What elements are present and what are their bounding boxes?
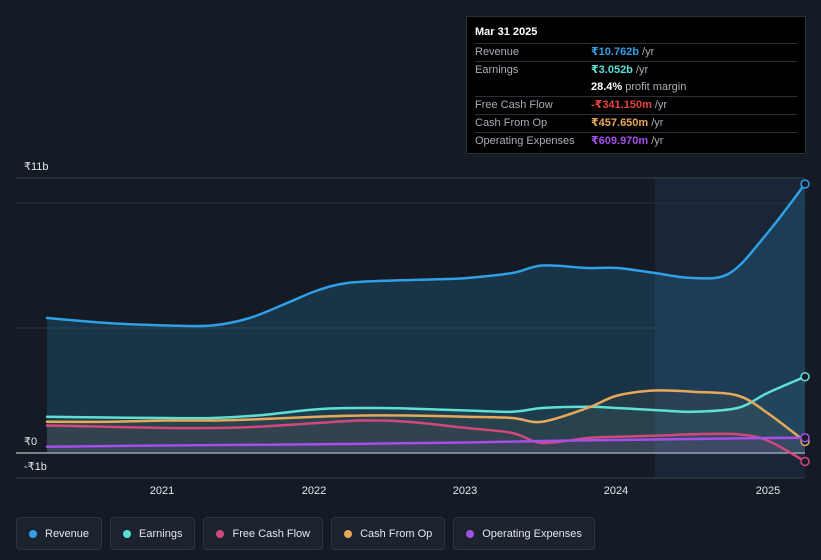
series-endpoint-earnings	[800, 372, 810, 382]
tooltip-label: Revenue	[475, 46, 520, 58]
chart-legend: Revenue Earnings Free Cash Flow Cash Fro…	[16, 517, 595, 550]
x-tick-label-2024: 2024	[603, 485, 629, 497]
tooltip-unit: /yr	[654, 99, 668, 111]
series-endpoint-operating-expenses	[800, 433, 810, 443]
legend-item-operating-expenses[interactable]: Operating Expenses	[453, 517, 595, 550]
tooltip-row-fcf: Free Cash Flow -₹341.150m /yr	[475, 96, 797, 114]
x-tick-label-2021: 2021	[149, 485, 175, 497]
tooltip-unit: /yr	[642, 46, 655, 58]
tooltip-row-earnings: Earnings ₹3.052b /yr	[475, 61, 797, 79]
series-endpoint-revenue	[800, 179, 810, 189]
series-line-cash-from-op	[45, 389, 807, 443]
series-area-free-cash-flow	[47, 420, 805, 462]
tooltip-value: ₹609.970m	[591, 135, 649, 147]
tooltip-value: ₹3.052b	[591, 64, 633, 76]
tooltip-label: Cash From Op	[475, 117, 548, 129]
y-tick-label-zero: ₹0	[24, 436, 38, 448]
x-tick-label-2023: 2023	[452, 485, 478, 497]
legend-item-cash-from-op[interactable]: Cash From Op	[331, 517, 446, 550]
tooltip-value: ₹10.762b	[591, 46, 640, 58]
legend-item-earnings[interactable]: Earnings	[110, 517, 196, 550]
legend-dot-icon	[29, 529, 37, 538]
tooltip-label: Operating Expenses	[475, 135, 575, 147]
tooltip-value: 28.4%	[591, 81, 623, 93]
tooltip-date: Mar 31 2025	[475, 26, 538, 38]
y-tick-label-top: ₹11b	[24, 161, 49, 173]
legend-dot-icon	[123, 529, 132, 538]
series-area-revenue	[47, 184, 805, 453]
tooltip-value: -₹341.150m	[591, 99, 652, 111]
legend-dot-icon	[216, 529, 225, 538]
series-line-free-cash-flow	[45, 419, 807, 463]
tooltip-row-cfo: Cash From Op ₹457.650m /yr	[475, 114, 797, 132]
tooltip-row-revenue: Revenue ₹10.762b /yr	[475, 43, 797, 61]
tooltip-row-margin: 28.4% profit margin	[475, 79, 797, 96]
data-tooltip: Mar 31 2025 Revenue ₹10.762b /yr Earning…	[466, 16, 806, 154]
tooltip-label	[475, 79, 591, 96]
series-line-operating-expenses	[45, 436, 807, 448]
tooltip-value: ₹457.650m	[591, 117, 649, 129]
legend-label: Cash From Op	[360, 527, 433, 540]
tooltip-label: Free Cash Flow	[475, 99, 553, 111]
legend-item-revenue[interactable]: Revenue	[16, 517, 103, 550]
series-area-operating-expenses	[47, 437, 805, 453]
tooltip-row-opex: Operating Expenses ₹609.970m /yr	[475, 132, 797, 150]
tooltip-unit: /yr	[651, 135, 664, 147]
tooltip-unit: profit margin	[625, 81, 687, 93]
y-tick-label-bottom: -₹1b	[24, 461, 47, 473]
series-endpoint-free-cash-flow	[800, 456, 810, 467]
legend-dot-icon	[466, 529, 475, 538]
tooltip-unit: /yr	[651, 117, 664, 129]
legend-label: Revenue	[45, 527, 90, 540]
tooltip-unit: /yr	[635, 64, 649, 76]
legend-label: Free Cash Flow	[232, 527, 311, 540]
x-tick-label-2025: 2025	[755, 485, 781, 497]
legend-label: Operating Expenses	[482, 527, 582, 540]
legend-label: Earnings	[139, 527, 183, 540]
x-tick-label-2022: 2022	[301, 485, 327, 497]
series-line-revenue	[45, 182, 807, 328]
legend-item-free-cash-flow[interactable]: Free Cash Flow	[203, 517, 324, 550]
tooltip-label: Earnings	[475, 64, 519, 76]
legend-dot-icon	[344, 529, 353, 538]
series-line-earnings	[45, 375, 807, 420]
